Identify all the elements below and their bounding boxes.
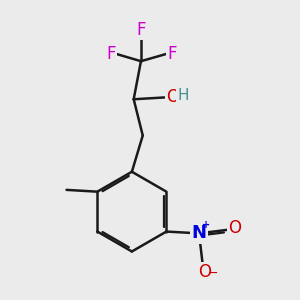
Text: F: F bbox=[136, 21, 146, 39]
Text: O: O bbox=[228, 219, 241, 237]
Text: F: F bbox=[106, 45, 116, 63]
Text: H: H bbox=[178, 88, 189, 103]
Text: O: O bbox=[198, 263, 211, 281]
Text: −: − bbox=[208, 267, 218, 280]
Text: O: O bbox=[166, 88, 179, 106]
Text: N: N bbox=[191, 224, 206, 242]
Text: F: F bbox=[167, 45, 176, 63]
Text: +: + bbox=[202, 220, 210, 230]
